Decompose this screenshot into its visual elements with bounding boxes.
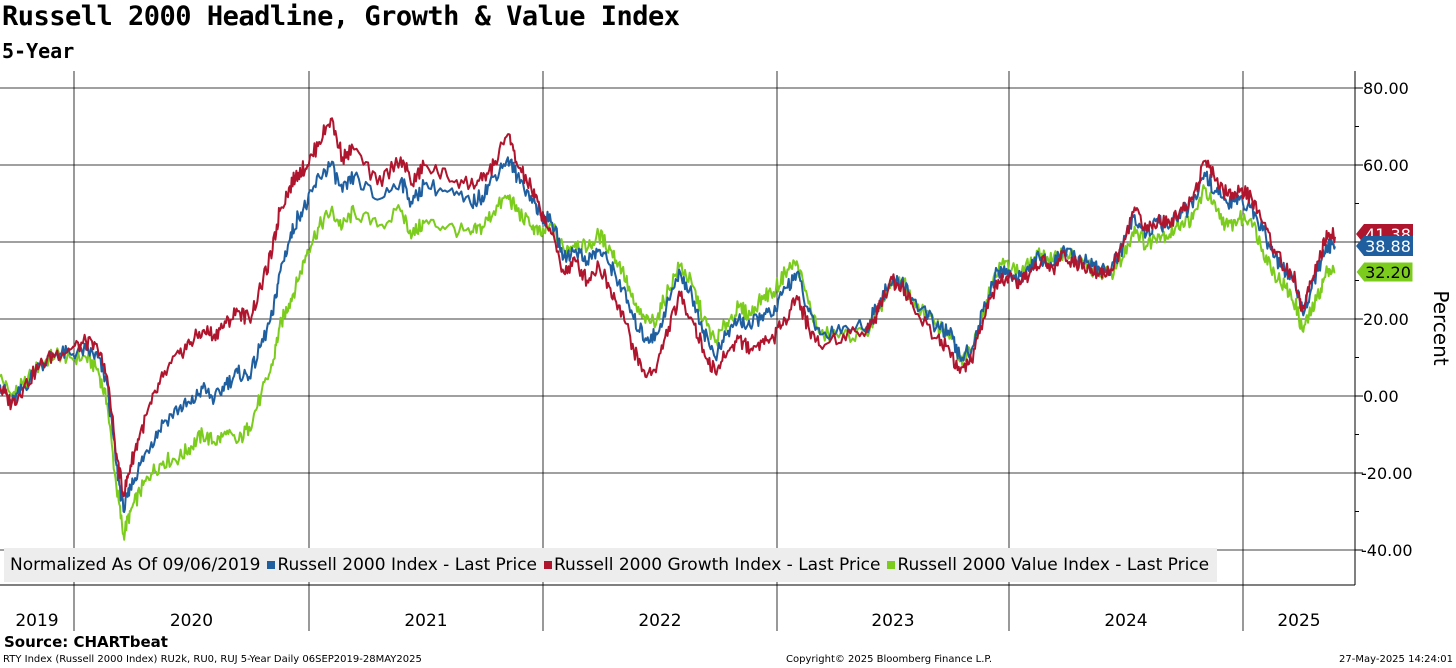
y-axis-label: Percent [1429, 290, 1453, 365]
legend-normalized-text: Normalized As Of 09/06/2019 [10, 555, 261, 575]
last-value-tag-headline [1356, 236, 1413, 256]
year-label-2021: 2021 [404, 611, 447, 631]
source-label: Source: CHARTbeat [4, 633, 168, 651]
year-label-2019: 2019 [15, 611, 58, 631]
series-line-value [0, 184, 1336, 541]
legend-label-growth: Russell 2000 Growth Index - Last Price [554, 555, 881, 575]
y-tick-label: -40.00 [1361, 541, 1413, 560]
y-tick-label: 20.00 [1363, 310, 1409, 329]
legend-item-growth: Russell 2000 Growth Index - Last Price [544, 555, 880, 575]
year-label-2025: 2025 [1277, 611, 1320, 631]
last-value-label-value: 32.20 [1365, 263, 1411, 282]
y-tick-label: 0.00 [1363, 387, 1399, 406]
legend-swatch-headline [267, 561, 276, 569]
y-tick-label: 60.00 [1363, 156, 1409, 175]
footer-description: RTY Index (Russell 2000 Index) RU2k, RU0… [3, 654, 422, 665]
legend-swatch-value [887, 561, 896, 569]
year-label-2020: 2020 [170, 611, 213, 631]
legend-item-value: Russell 2000 Value Index - Last Price [887, 555, 1209, 575]
legend-label-headline: Russell 2000 Index - Last Price [277, 555, 537, 575]
chart-subtitle: 5-Year [2, 39, 75, 63]
legend-normalized-note: Normalized As Of 09/06/2019 [10, 555, 260, 575]
legend-item-headline: Russell 2000 Index - Last Price [267, 555, 537, 575]
y-tick-label: 80.00 [1363, 79, 1409, 98]
legend-label-value: Russell 2000 Value Index - Last Price [897, 555, 1210, 575]
last-value-label-headline: 38.88 [1365, 237, 1411, 256]
year-label-2023: 2023 [871, 611, 914, 631]
y-tick-label: -20.00 [1361, 464, 1413, 483]
footer-copyright: Copyright© 2025 Bloomberg Finance L.P. [786, 654, 993, 665]
footer-timestamp: 27-May-2025 14:24:01 [1339, 654, 1453, 665]
legend: Normalized As Of 09/06/2019 Russell 2000… [4, 548, 1218, 582]
last-value-tag-value [1355, 261, 1414, 283]
chart-title: Russell 2000 Headline, Growth & Value In… [2, 1, 680, 32]
year-label-2024: 2024 [1104, 611, 1147, 631]
series-line-growth [0, 117, 1336, 498]
legend-swatch-growth [544, 561, 552, 569]
year-label-2022: 2022 [638, 611, 681, 631]
